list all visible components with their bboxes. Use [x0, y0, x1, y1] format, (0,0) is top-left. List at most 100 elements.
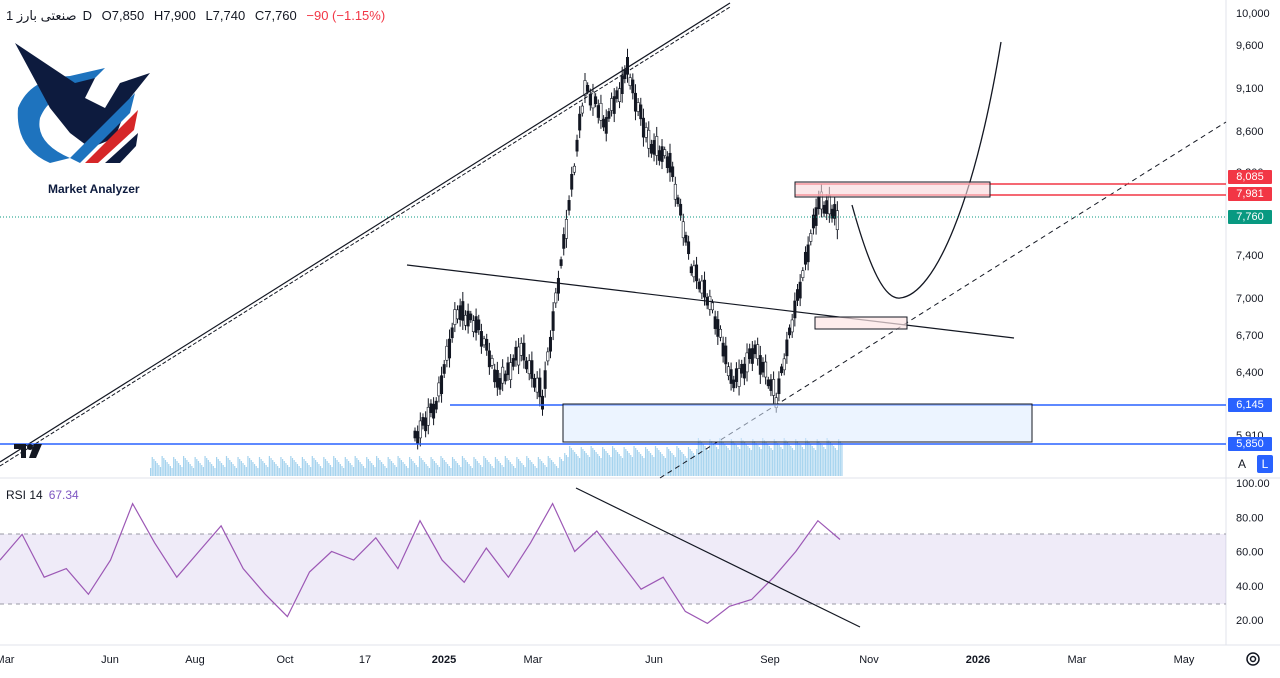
- volume-bar: [615, 450, 617, 476]
- volume-bar: [532, 464, 534, 476]
- volume-bar: [557, 468, 559, 476]
- volume-bar: [612, 446, 614, 476]
- volume-bar: [361, 464, 363, 476]
- candle-body: [655, 136, 659, 156]
- volume-bar: [788, 444, 790, 476]
- candle-body: [737, 368, 741, 387]
- candle-body: [772, 379, 776, 396]
- volume-bar: [529, 460, 531, 476]
- volume-bar: [263, 463, 266, 476]
- volume-bar: [272, 460, 274, 476]
- candle-body: [689, 266, 693, 274]
- candle-body: [511, 358, 515, 367]
- volume-bar: [153, 459, 155, 476]
- candle-body: [809, 233, 813, 242]
- volume-bar: [511, 464, 513, 476]
- volume-bar: [349, 463, 351, 476]
- volume-bar: [628, 453, 630, 476]
- volume-bar: [531, 462, 533, 476]
- volume-bar: [199, 463, 201, 476]
- auto-scale-button[interactable]: A: [1237, 457, 1246, 471]
- volume-bar: [669, 451, 671, 476]
- tradingview-logo-icon[interactable]: [12, 440, 46, 462]
- candle-body: [764, 361, 768, 378]
- volume-bar: [277, 466, 279, 476]
- symbol-name[interactable]: صنعتی بارز: [16, 8, 77, 23]
- volume-bar: [653, 457, 655, 476]
- volume-bar: [316, 462, 318, 476]
- volume-bar: [575, 454, 577, 476]
- volume-bar: [260, 459, 262, 476]
- time-axis-labels: Mar Jun Aug Oct 17 2025 Mar Jun Sep Nov 2026 Mar May: [0, 654, 1195, 666]
- volume-bar: [420, 458, 422, 476]
- candle-body: [458, 305, 462, 320]
- volume-bar: [493, 468, 495, 476]
- volume-bar: [303, 459, 305, 476]
- volume-bar: [572, 450, 574, 476]
- volume-bar: [346, 459, 348, 476]
- candle-body: [620, 75, 624, 94]
- volume-bar: [645, 447, 647, 476]
- volume-bar: [760, 449, 762, 476]
- interval[interactable]: 1D: [6, 8, 92, 23]
- volume-bar: [610, 457, 612, 476]
- volume-bar: [805, 438, 807, 476]
- volume-bar: [168, 464, 170, 476]
- candle-body: [527, 360, 531, 375]
- rsi-legend[interactable]: RSI 14 67.34: [6, 488, 79, 502]
- volume-bar: [777, 443, 779, 476]
- volume-bar: [562, 461, 564, 476]
- volume-bar: [435, 463, 437, 476]
- volume-bar: [806, 440, 808, 476]
- candle-body: [432, 403, 436, 419]
- volume-bar: [478, 463, 480, 476]
- log-scale-button[interactable]: L: [1257, 455, 1273, 473]
- volume-bar: [694, 455, 696, 476]
- candle-body: [575, 139, 579, 152]
- candle-body: [660, 146, 664, 162]
- volume-bar: [323, 457, 325, 476]
- volume-bar: [280, 457, 282, 476]
- volume-bar: [343, 468, 345, 476]
- volume-bar: [197, 461, 200, 476]
- volume-bar: [775, 441, 777, 476]
- gear-icon[interactable]: [1244, 650, 1262, 668]
- volume-bar: [440, 456, 442, 476]
- volume-bar: [819, 443, 822, 476]
- volume-bar: [583, 451, 586, 476]
- volume-bar: [313, 458, 315, 476]
- volume-bar: [364, 468, 366, 476]
- volume-bar: [453, 459, 455, 476]
- volume-bar: [798, 443, 800, 476]
- volume-bar: [697, 438, 699, 476]
- candle-body: [827, 195, 831, 215]
- candle-body: [822, 204, 826, 214]
- volume-bar: [765, 442, 767, 476]
- volume-bar: [524, 467, 526, 476]
- volume-bar: [456, 463, 459, 476]
- volume-bar: [620, 456, 622, 476]
- candle-body: [679, 203, 683, 216]
- candle-body: [604, 117, 608, 134]
- volume-bar: [348, 461, 350, 476]
- volume-bar: [692, 453, 695, 476]
- volume-bar: [169, 466, 171, 476]
- volume-bar: [813, 448, 815, 476]
- volume-bar: [826, 438, 828, 476]
- volume-bar: [283, 461, 285, 476]
- rsi-tick-label: 60.00: [1236, 547, 1264, 559]
- candle-body: [684, 234, 688, 243]
- price-pane[interactable]: [0, 0, 1226, 478]
- volume-bar: [385, 468, 388, 476]
- volume-bar: [552, 462, 554, 476]
- candle-body: [522, 342, 526, 361]
- volume-bar: [801, 447, 803, 476]
- volume-bar: [338, 462, 340, 476]
- volume-bar: [334, 458, 336, 476]
- symbol-header[interactable]: صنعتی بارز 1D O7,850 H7,900 L7,740 C7,76…: [6, 8, 391, 24]
- candle-body: [421, 417, 425, 426]
- candle-body: [461, 301, 465, 321]
- volume-bar: [569, 446, 571, 476]
- volume-bar: [753, 441, 756, 476]
